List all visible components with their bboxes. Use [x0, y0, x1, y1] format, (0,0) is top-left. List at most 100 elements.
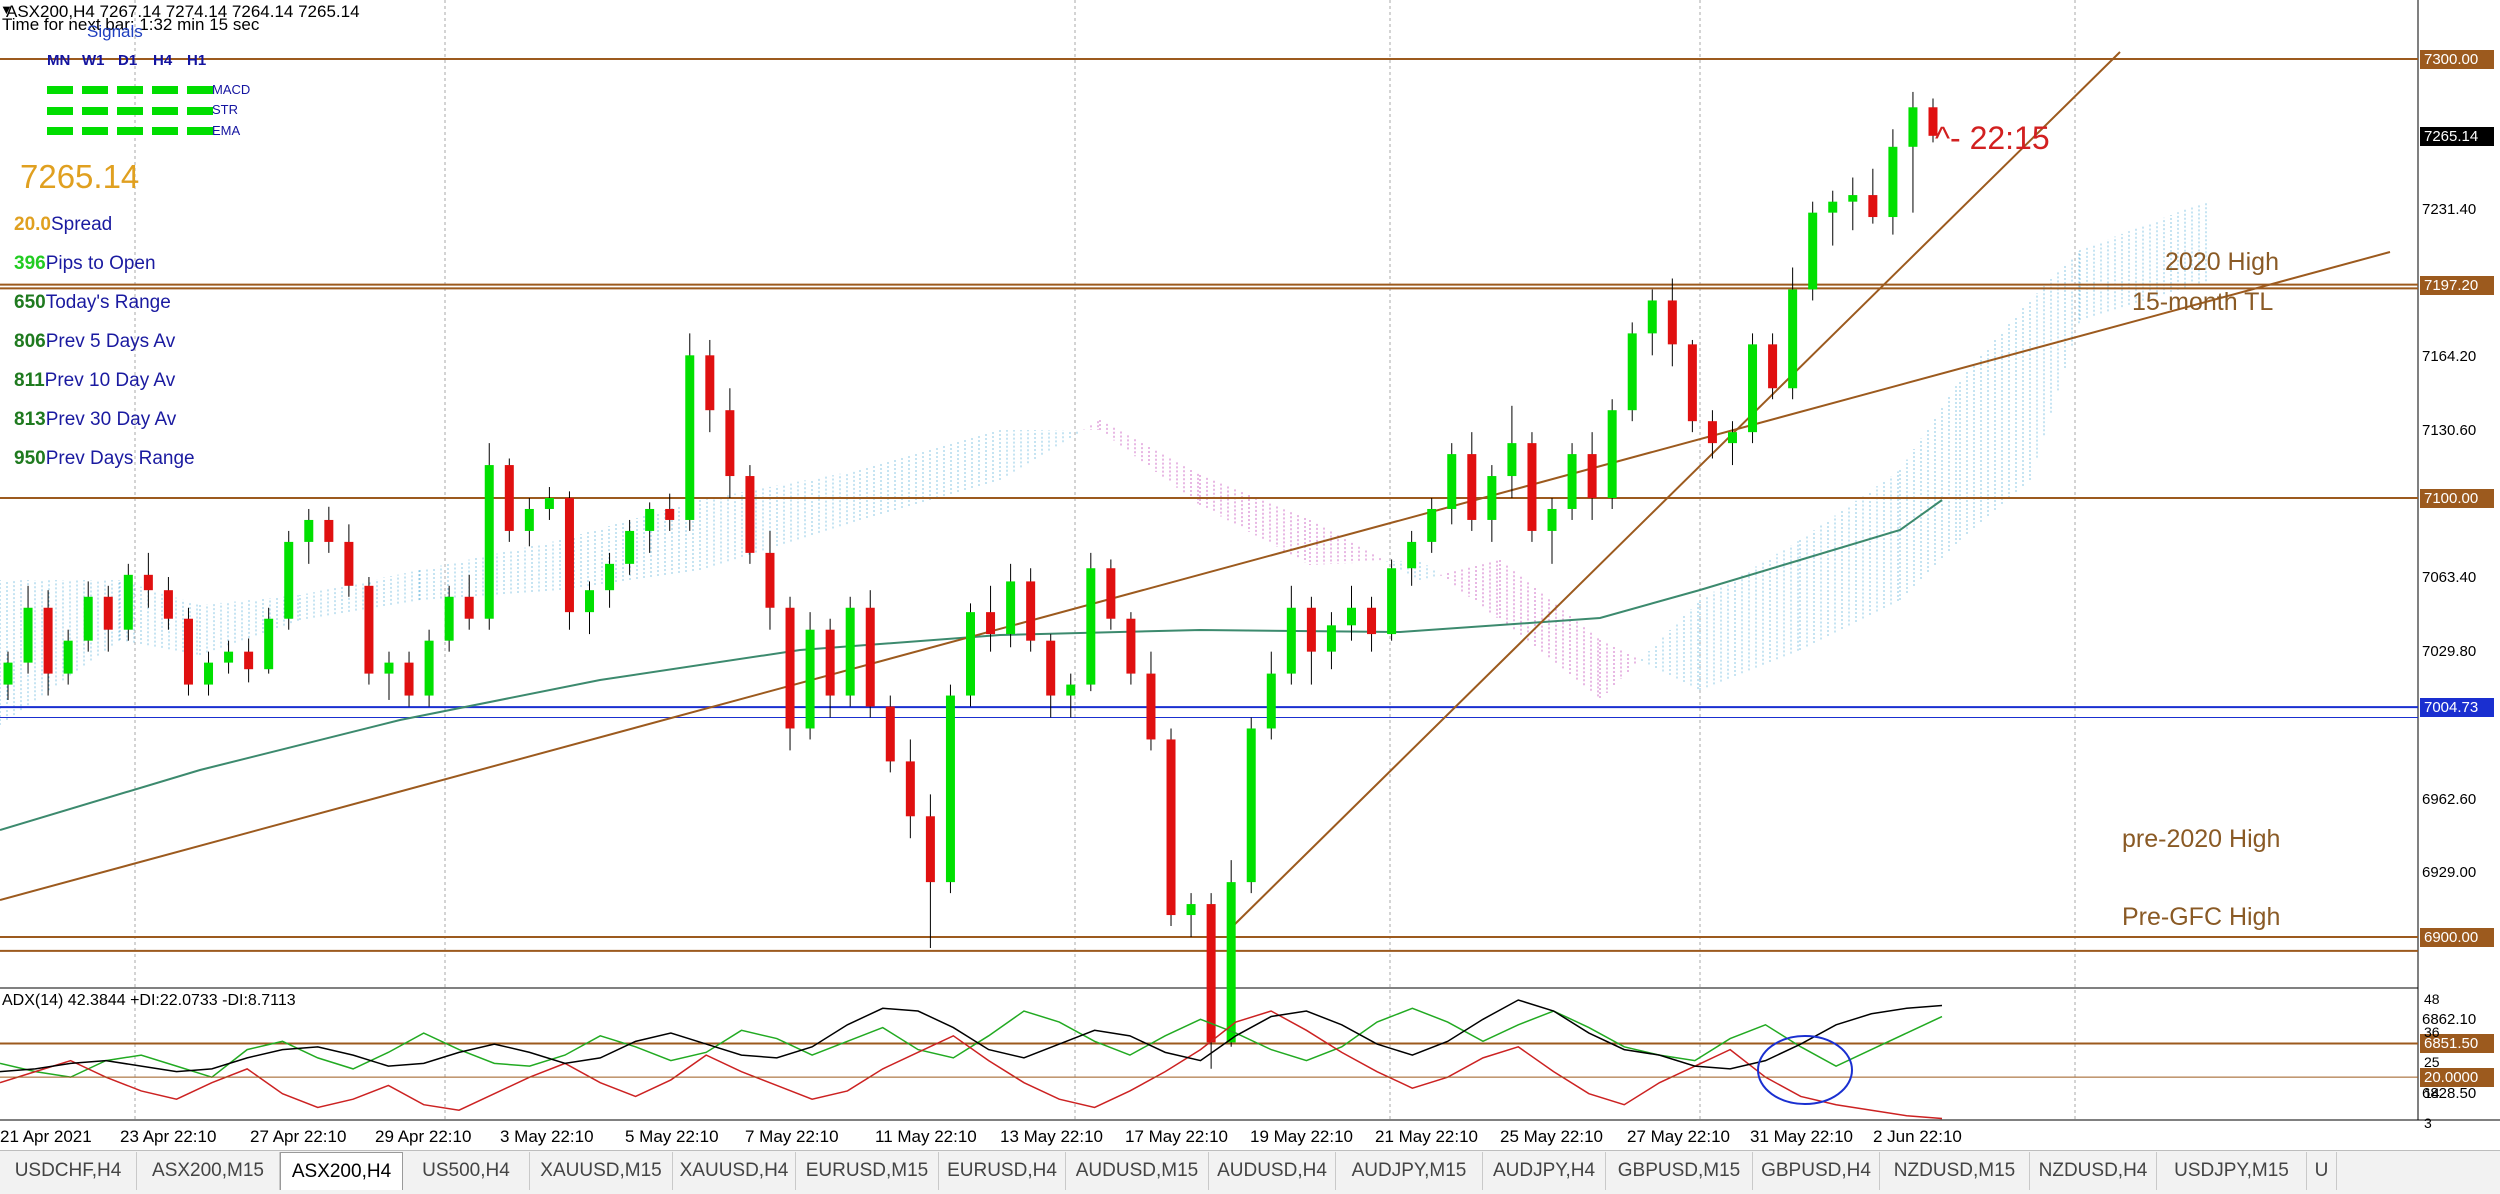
candle-body: [364, 585, 374, 674]
tab-usdjpy-m15[interactable]: USDJPY,M15: [2157, 1152, 2307, 1190]
candle-body: [1427, 508, 1437, 542]
candle-body: [1126, 618, 1136, 674]
candle-body: [1306, 607, 1316, 652]
stat-value: 396: [14, 253, 46, 274]
stat-label: Spread: [50, 214, 113, 235]
candle-body: [1266, 673, 1276, 729]
tab-asx200-m15[interactable]: ASX200,M15: [137, 1152, 280, 1190]
signal-indicator: [187, 86, 213, 94]
signal-indicator: [82, 127, 108, 135]
stat-label: Prev 10 Day Av: [44, 370, 176, 391]
signal-indicator: [187, 107, 213, 115]
date-tick-label: 5 May 22:10: [625, 1127, 719, 1146]
timeframe-label: H1: [187, 52, 207, 69]
tab-eurusd-m15[interactable]: EURUSD,M15: [796, 1152, 939, 1190]
candle-body: [224, 651, 234, 663]
tab-asx200-h4[interactable]: ASX200,H4: [280, 1152, 403, 1190]
signal-indicator: [152, 107, 178, 115]
adx-plus-di-line: [0, 1007, 1943, 1078]
candle-body: [1467, 454, 1477, 520]
price-tick-label: 7029.80: [2422, 643, 2477, 661]
tab-us500-h4[interactable]: US500,H4: [403, 1152, 530, 1190]
tab-nzdusd-m15[interactable]: NZDUSD,M15: [1880, 1152, 2030, 1190]
tab-xauusd-h4[interactable]: XAUUSD,H4: [673, 1152, 796, 1190]
candle-body: [1086, 568, 1096, 685]
tab-xauusd-m15[interactable]: XAUUSD,M15: [530, 1152, 673, 1190]
tab-usdchf-h4[interactable]: USDCHF,H4: [0, 1152, 137, 1190]
candle-body: [304, 519, 314, 542]
symbol-tab-bar: [0, 1150, 2500, 1194]
candle-body: [625, 530, 635, 564]
candle-body: [424, 640, 434, 696]
candle-body: [244, 651, 254, 670]
candle-body: [845, 607, 855, 696]
stat-row: 396Pips to Open: [14, 253, 156, 275]
tab-gbpusd-m15[interactable]: GBPUSD,M15: [1606, 1152, 1753, 1190]
date-tick-label: 13 May 22:10: [1000, 1127, 1104, 1146]
price-level-box: 6851.50: [2420, 1034, 2494, 1054]
tab-eurusd-h4[interactable]: EURUSD,H4: [939, 1152, 1066, 1190]
candle-body: [645, 508, 655, 531]
price-level-box: 7100.00: [2420, 489, 2494, 508]
price-level-box: 7197.20: [2420, 275, 2494, 295]
adx-scale-label: 3: [2424, 1115, 2432, 1131]
candle-body: [1166, 739, 1176, 916]
current-price: 7265.14: [20, 158, 140, 195]
tab-audjpy-h4[interactable]: AUDJPY,H4: [1483, 1152, 1606, 1190]
price-tick-label: 6929.00: [2422, 864, 2477, 882]
date-tick-label: 29 Apr 22:10: [375, 1127, 472, 1146]
candle-body: [143, 574, 153, 591]
candle-body: [905, 761, 915, 817]
dropdown-arrow-icon[interactable]: ▼: [0, 2, 13, 17]
tab-nzdusd-h4[interactable]: NZDUSD,H4: [2030, 1152, 2157, 1190]
candle-body: [1667, 300, 1677, 345]
candle-body: [1226, 882, 1236, 1043]
candle-body: [1146, 673, 1156, 740]
candle-body: [1748, 344, 1758, 433]
tab-u[interactable]: U: [2307, 1152, 2337, 1190]
price-tick-label: 6962.60: [2422, 790, 2477, 808]
signal-indicator: [152, 127, 178, 135]
signal-indicator: [47, 86, 73, 94]
candle-body: [123, 574, 133, 630]
stat-value: 813: [14, 409, 46, 430]
candle-body: [183, 618, 193, 685]
tab-gbpusd-h4[interactable]: GBPUSD,H4: [1753, 1152, 1880, 1190]
candle-body: [83, 596, 93, 641]
candle-body: [23, 607, 33, 663]
candle-body: [1346, 607, 1356, 626]
candle-body: [444, 596, 454, 641]
adx-main-line: [0, 999, 1943, 1073]
candle-body: [1006, 581, 1016, 635]
date-tick-label: 27 Apr 22:10: [250, 1127, 347, 1146]
stat-row: 650Today's Range: [14, 292, 171, 314]
tab-audusd-m15[interactable]: AUDUSD,M15: [1066, 1152, 1209, 1190]
signal-indicator: [187, 127, 213, 135]
candle-body: [1286, 607, 1296, 674]
date-tick-label: 2 Jun 22:10: [1873, 1127, 1962, 1146]
candle-body: [1046, 640, 1056, 696]
highlight-circle: [1757, 1035, 1853, 1105]
candle-body: [1487, 476, 1497, 520]
bar-timer: Time for next bar: 1:32 min 15 sec: [2, 15, 260, 34]
price-tick-label: 7164.20: [2422, 348, 2477, 366]
stat-value: 811: [14, 370, 45, 391]
candle-body: [1768, 344, 1778, 389]
price-level-box: 7300.00: [2420, 50, 2494, 69]
adx-scale-label: 25: [2424, 1054, 2440, 1071]
date-tick-label: 19 May 22:10: [1250, 1127, 1354, 1146]
candle-body: [1387, 568, 1397, 635]
candle-body: [665, 508, 675, 520]
price-chart[interactable]: [0, 0, 2500, 1150]
candle-body: [1888, 146, 1898, 218]
tab-audjpy-m15[interactable]: AUDJPY,M15: [1336, 1152, 1483, 1190]
candle-body: [324, 519, 334, 542]
tab-audusd-h4[interactable]: AUDUSD,H4: [1209, 1152, 1336, 1190]
candle-body: [1808, 212, 1818, 290]
date-tick-label: 21 Apr 2021: [0, 1127, 92, 1146]
timeframe-label: H4: [153, 52, 173, 69]
date-tick-label: 21 May 22:10: [1375, 1127, 1479, 1146]
candle-body: [1647, 300, 1657, 334]
date-tick-label: 7 May 22:10: [745, 1127, 839, 1146]
candle-body: [925, 816, 935, 883]
